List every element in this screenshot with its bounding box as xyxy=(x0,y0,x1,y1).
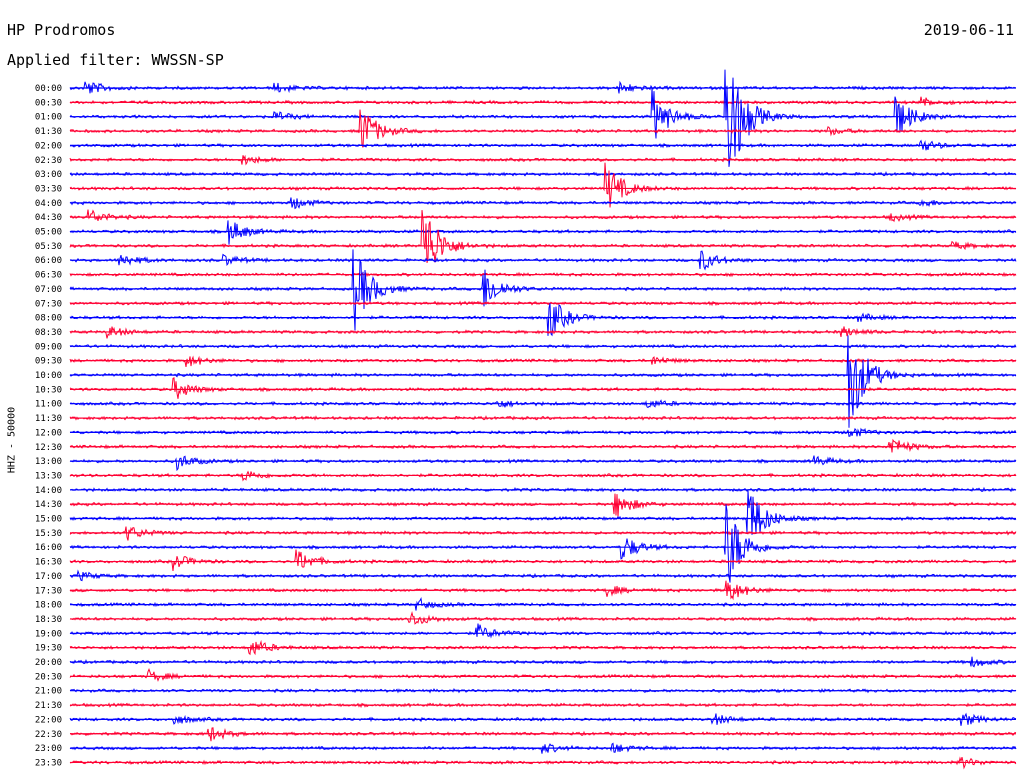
time-label: 07:00 xyxy=(35,285,62,295)
time-label: 23:00 xyxy=(35,744,62,754)
seismic-trace xyxy=(69,162,1017,208)
seismic-trace xyxy=(69,504,1017,583)
time-label: 01:00 xyxy=(35,113,62,123)
filter-label: Applied filter: WWSSN-SP xyxy=(7,51,224,69)
time-label: 06:00 xyxy=(35,256,62,266)
time-label: 21:30 xyxy=(35,701,62,711)
time-label: 01:30 xyxy=(35,127,62,137)
time-label: 15:00 xyxy=(35,515,62,525)
station-title: HP Prodromos xyxy=(7,21,116,39)
time-label: 13:30 xyxy=(35,471,62,481)
seismic-trace xyxy=(69,220,1017,245)
seismic-trace xyxy=(69,493,1017,518)
time-label: 06:30 xyxy=(35,271,62,281)
time-label: 21:00 xyxy=(35,687,62,697)
seismic-trace xyxy=(69,455,1017,472)
time-label: 11:30 xyxy=(35,414,62,424)
time-label: 07:30 xyxy=(35,299,62,309)
time-label: 08:30 xyxy=(35,328,62,338)
time-label: 18:00 xyxy=(35,601,62,611)
seismic-trace xyxy=(69,69,1017,167)
time-label: 20:30 xyxy=(35,672,62,682)
seismic-trace xyxy=(69,668,1017,682)
time-label: 16:00 xyxy=(35,543,62,553)
time-label: 02:00 xyxy=(35,141,62,151)
time-label: 08:00 xyxy=(35,314,62,324)
record-date: 2019-06-11 xyxy=(923,21,1014,39)
time-label: 18:30 xyxy=(35,615,62,625)
time-label: 13:00 xyxy=(35,457,62,467)
time-label: 05:30 xyxy=(35,242,62,252)
time-label: 17:00 xyxy=(35,572,62,582)
time-label: 20:00 xyxy=(35,658,62,668)
time-label: 12:00 xyxy=(35,428,62,438)
time-label: 15:30 xyxy=(35,529,62,539)
seismic-trace xyxy=(69,526,1017,541)
time-label: 22:30 xyxy=(35,730,62,740)
time-label: 02:30 xyxy=(35,156,62,166)
time-label: 16:30 xyxy=(35,558,62,568)
time-label: 09:30 xyxy=(35,357,62,367)
time-label: 22:00 xyxy=(35,715,62,725)
seismic-trace xyxy=(69,377,1017,399)
seismic-trace xyxy=(69,326,1017,339)
time-label: 14:00 xyxy=(35,486,62,496)
time-label: 03:00 xyxy=(35,170,62,180)
time-label: 19:00 xyxy=(35,629,62,639)
time-label: 12:30 xyxy=(35,443,62,453)
time-label: 03:30 xyxy=(35,184,62,194)
seismic-trace xyxy=(69,727,1017,742)
time-label: 09:00 xyxy=(35,342,62,352)
time-label: 04:30 xyxy=(35,213,62,223)
seismic-trace xyxy=(69,611,1017,625)
seismic-trace xyxy=(69,209,1017,223)
time-label: 11:00 xyxy=(35,400,62,410)
time-label: 10:00 xyxy=(35,371,62,381)
time-label: 19:30 xyxy=(35,644,62,654)
time-label-group: 00:00 00:30 01:00 01:30 02:00 02:30 03:00 03:30… xyxy=(35,84,62,768)
seismic-trace xyxy=(69,490,1017,535)
seismic-trace xyxy=(69,427,1017,437)
seismic-trace xyxy=(69,335,1017,428)
seismic-trace xyxy=(69,623,1017,639)
seismic-trace xyxy=(69,96,1017,106)
time-label: 14:30 xyxy=(35,500,62,510)
seismic-trace xyxy=(69,712,1017,726)
time-label: 10:30 xyxy=(35,385,62,395)
time-label: 04:00 xyxy=(35,199,62,209)
time-label: 17:30 xyxy=(35,586,62,596)
time-label: 23:30 xyxy=(35,758,62,768)
seismic-trace xyxy=(69,355,1017,367)
time-label: 00:30 xyxy=(35,98,62,108)
trace-group xyxy=(69,69,1017,770)
seismic-trace xyxy=(69,580,1017,601)
channel-label: HHZ - 50000 xyxy=(6,406,18,474)
seismic-trace xyxy=(69,549,1017,571)
time-label: 05:00 xyxy=(35,228,62,238)
time-label: 00:00 xyxy=(35,84,62,94)
